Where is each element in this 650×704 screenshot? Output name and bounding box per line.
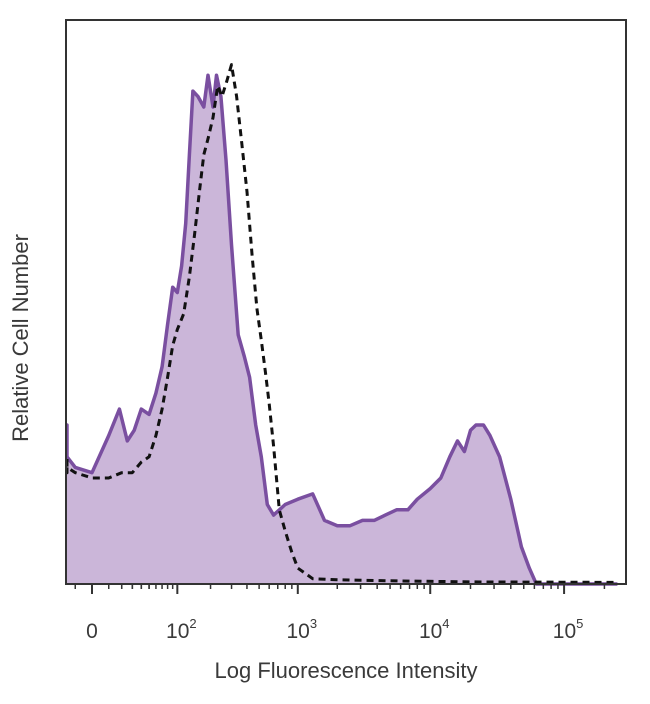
x-tick-label: 103 [286,616,317,643]
x-tick-label: 105 [553,616,584,643]
series-0-line [65,73,618,586]
plot-frame [65,19,627,585]
series-1-line [65,63,618,584]
x-axis-title: Log Fluorescence Intensity [215,658,478,683]
x-tick-label: 104 [419,616,450,643]
series-layer [65,63,618,586]
y-axis-title: Relative Cell Number [8,234,33,442]
x-tick-label: 0 [86,620,98,643]
series-0-area [67,75,618,584]
x-tick-label: 102 [166,616,197,643]
x-tick-layer: 0 102 103 104 105 [74,584,606,643]
